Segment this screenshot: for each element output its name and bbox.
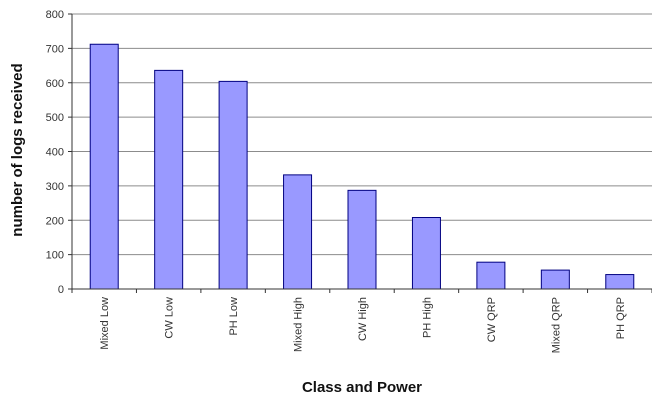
bar-mixed-high [283, 174, 313, 290]
y-tick-label: 300 [46, 181, 64, 193]
y-tick-label: 400 [46, 147, 64, 159]
bar-ph-low [218, 80, 248, 290]
x-category-label: PH Low [228, 297, 240, 336]
x-category-label: Mixed High [293, 297, 305, 352]
x-category-label: CW High [357, 297, 369, 341]
y-tick-label: 200 [46, 215, 64, 227]
y-tick-label: 700 [46, 43, 64, 55]
x-category-labels: Mixed Low CW Low PH Low Mixed High CW High PH… [71, 289, 652, 353]
x-category-label: PH High [421, 297, 433, 338]
bar-ph-high [411, 217, 441, 290]
x-category-label: Mixed QRP [550, 297, 562, 353]
y-axis-title: number of logs received [9, 63, 26, 236]
x-category-label: CW QRP [486, 297, 498, 342]
y-tick-labels: 0 100 200 300 400 500 600 700 800 [46, 9, 72, 296]
y-tick-label: 600 [46, 78, 64, 90]
bar-cw-qrp [476, 261, 506, 290]
bar-ph-qrp [605, 274, 635, 290]
bars [89, 43, 635, 290]
bar-mixed-low [89, 43, 119, 290]
y-tick-label: 0 [58, 284, 64, 296]
bar-cw-high [347, 189, 377, 290]
y-tick-label: 100 [46, 250, 64, 262]
y-tick-label: 800 [46, 9, 64, 21]
x-category-label: CW Low [164, 297, 176, 339]
x-category-label: PH QRP [615, 297, 627, 339]
y-tick-label: 500 [46, 112, 64, 124]
x-axis-title: Class and Power [302, 379, 422, 396]
bar-cw-low [154, 69, 184, 290]
x-category-label: Mixed Low [99, 297, 111, 350]
bar-mixed-qrp [540, 269, 570, 290]
